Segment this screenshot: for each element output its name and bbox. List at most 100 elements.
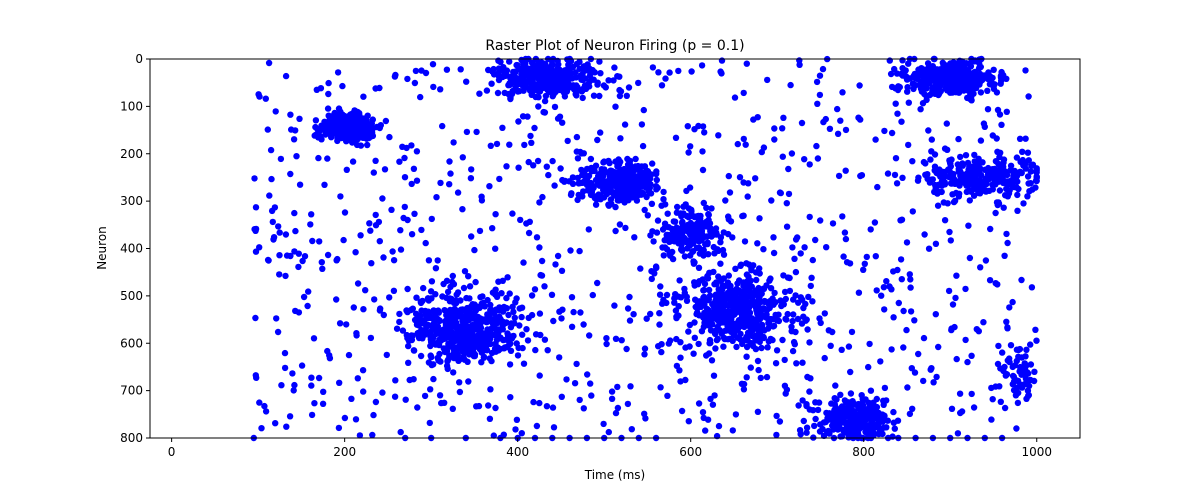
spike-point (472, 333, 479, 340)
spike-point (1022, 375, 1030, 382)
spike-point (852, 424, 859, 431)
spike-point (339, 111, 346, 118)
spike-point (742, 141, 749, 148)
spike-point (641, 345, 649, 352)
spike-point (444, 288, 452, 296)
spike-point (861, 260, 868, 267)
spike-point (469, 328, 476, 336)
spike-point (793, 360, 800, 367)
spike-point (932, 184, 939, 192)
spike-point (773, 347, 781, 354)
spike-point (324, 105, 332, 112)
spike-point (589, 291, 596, 299)
spike-point (821, 310, 828, 317)
spike-point (754, 357, 762, 365)
spike-point (977, 89, 985, 96)
spike-point (888, 286, 895, 293)
spike-point (1033, 337, 1040, 344)
spike-point (883, 397, 890, 404)
spike-point (984, 106, 992, 113)
spike-point (282, 231, 290, 238)
spike-point (459, 206, 466, 213)
spike-point (491, 323, 498, 331)
spike-point (270, 234, 278, 241)
spike-point (683, 223, 690, 230)
spike-point (367, 227, 374, 234)
spike-point (652, 263, 660, 270)
spike-point (683, 187, 690, 195)
spike-point (573, 133, 581, 141)
spike-point (1014, 191, 1021, 199)
spike-point (748, 332, 756, 340)
spike-point (624, 169, 631, 177)
spike-point (335, 424, 343, 432)
spike-point (799, 296, 806, 303)
spike-point (795, 402, 802, 409)
spike-point (343, 166, 350, 173)
spike-point (634, 162, 642, 170)
spike-point (322, 124, 330, 131)
spike-point (316, 238, 323, 245)
spike-point (880, 284, 888, 291)
spike-point (573, 92, 580, 99)
spike-point (356, 432, 364, 439)
spike-point (752, 175, 759, 182)
spike-point (681, 289, 688, 297)
spike-point (927, 156, 934, 163)
spike-point (471, 246, 478, 254)
spike-point (513, 295, 520, 302)
spike-point (928, 136, 935, 143)
spike-point (354, 280, 362, 287)
spike-point (834, 105, 841, 113)
spike-point (982, 257, 990, 264)
spike-point (368, 260, 375, 267)
spike-point (705, 286, 713, 294)
spike-point (773, 412, 780, 420)
spike-point (568, 190, 575, 197)
spike-point (800, 304, 807, 312)
spike-point (883, 278, 890, 285)
spike-point (1013, 425, 1020, 432)
spike-point (721, 282, 728, 290)
spike-point (1018, 276, 1025, 284)
spike-point (252, 204, 260, 211)
spike-point (644, 168, 651, 175)
spike-point (640, 106, 647, 114)
spike-point (413, 321, 421, 328)
y-tick-label: 300 (120, 194, 143, 208)
spike-point (893, 180, 901, 187)
spike-point (843, 259, 851, 266)
spike-point (684, 123, 691, 130)
spike-point (414, 404, 421, 411)
spike-point (745, 287, 753, 294)
spike-point (521, 141, 528, 149)
spike-point (518, 304, 526, 311)
spike-point (845, 399, 852, 406)
spike-point (971, 69, 978, 76)
spike-point (616, 221, 624, 228)
y-tick-label: 600 (120, 336, 143, 350)
spike-point (1009, 298, 1016, 306)
spike-point (915, 350, 922, 358)
spike-point (508, 335, 516, 342)
spike-point (334, 69, 342, 76)
spike-point (740, 89, 747, 97)
spike-point (925, 127, 932, 134)
spike-point (997, 398, 1004, 405)
spike-point (697, 235, 704, 242)
spike-point (675, 240, 682, 247)
spike-point (375, 218, 383, 226)
spike-point (895, 299, 902, 307)
spike-point (523, 220, 530, 227)
spike-point (841, 406, 848, 413)
spike-point (624, 155, 631, 163)
spike-point (764, 344, 771, 351)
spike-point (428, 278, 436, 285)
spike-point (896, 83, 903, 91)
spike-point (763, 311, 770, 318)
spike-point (389, 248, 396, 255)
spike-point (897, 217, 904, 224)
spike-point (507, 394, 514, 401)
spike-point (459, 154, 466, 161)
spike-point (987, 225, 994, 233)
